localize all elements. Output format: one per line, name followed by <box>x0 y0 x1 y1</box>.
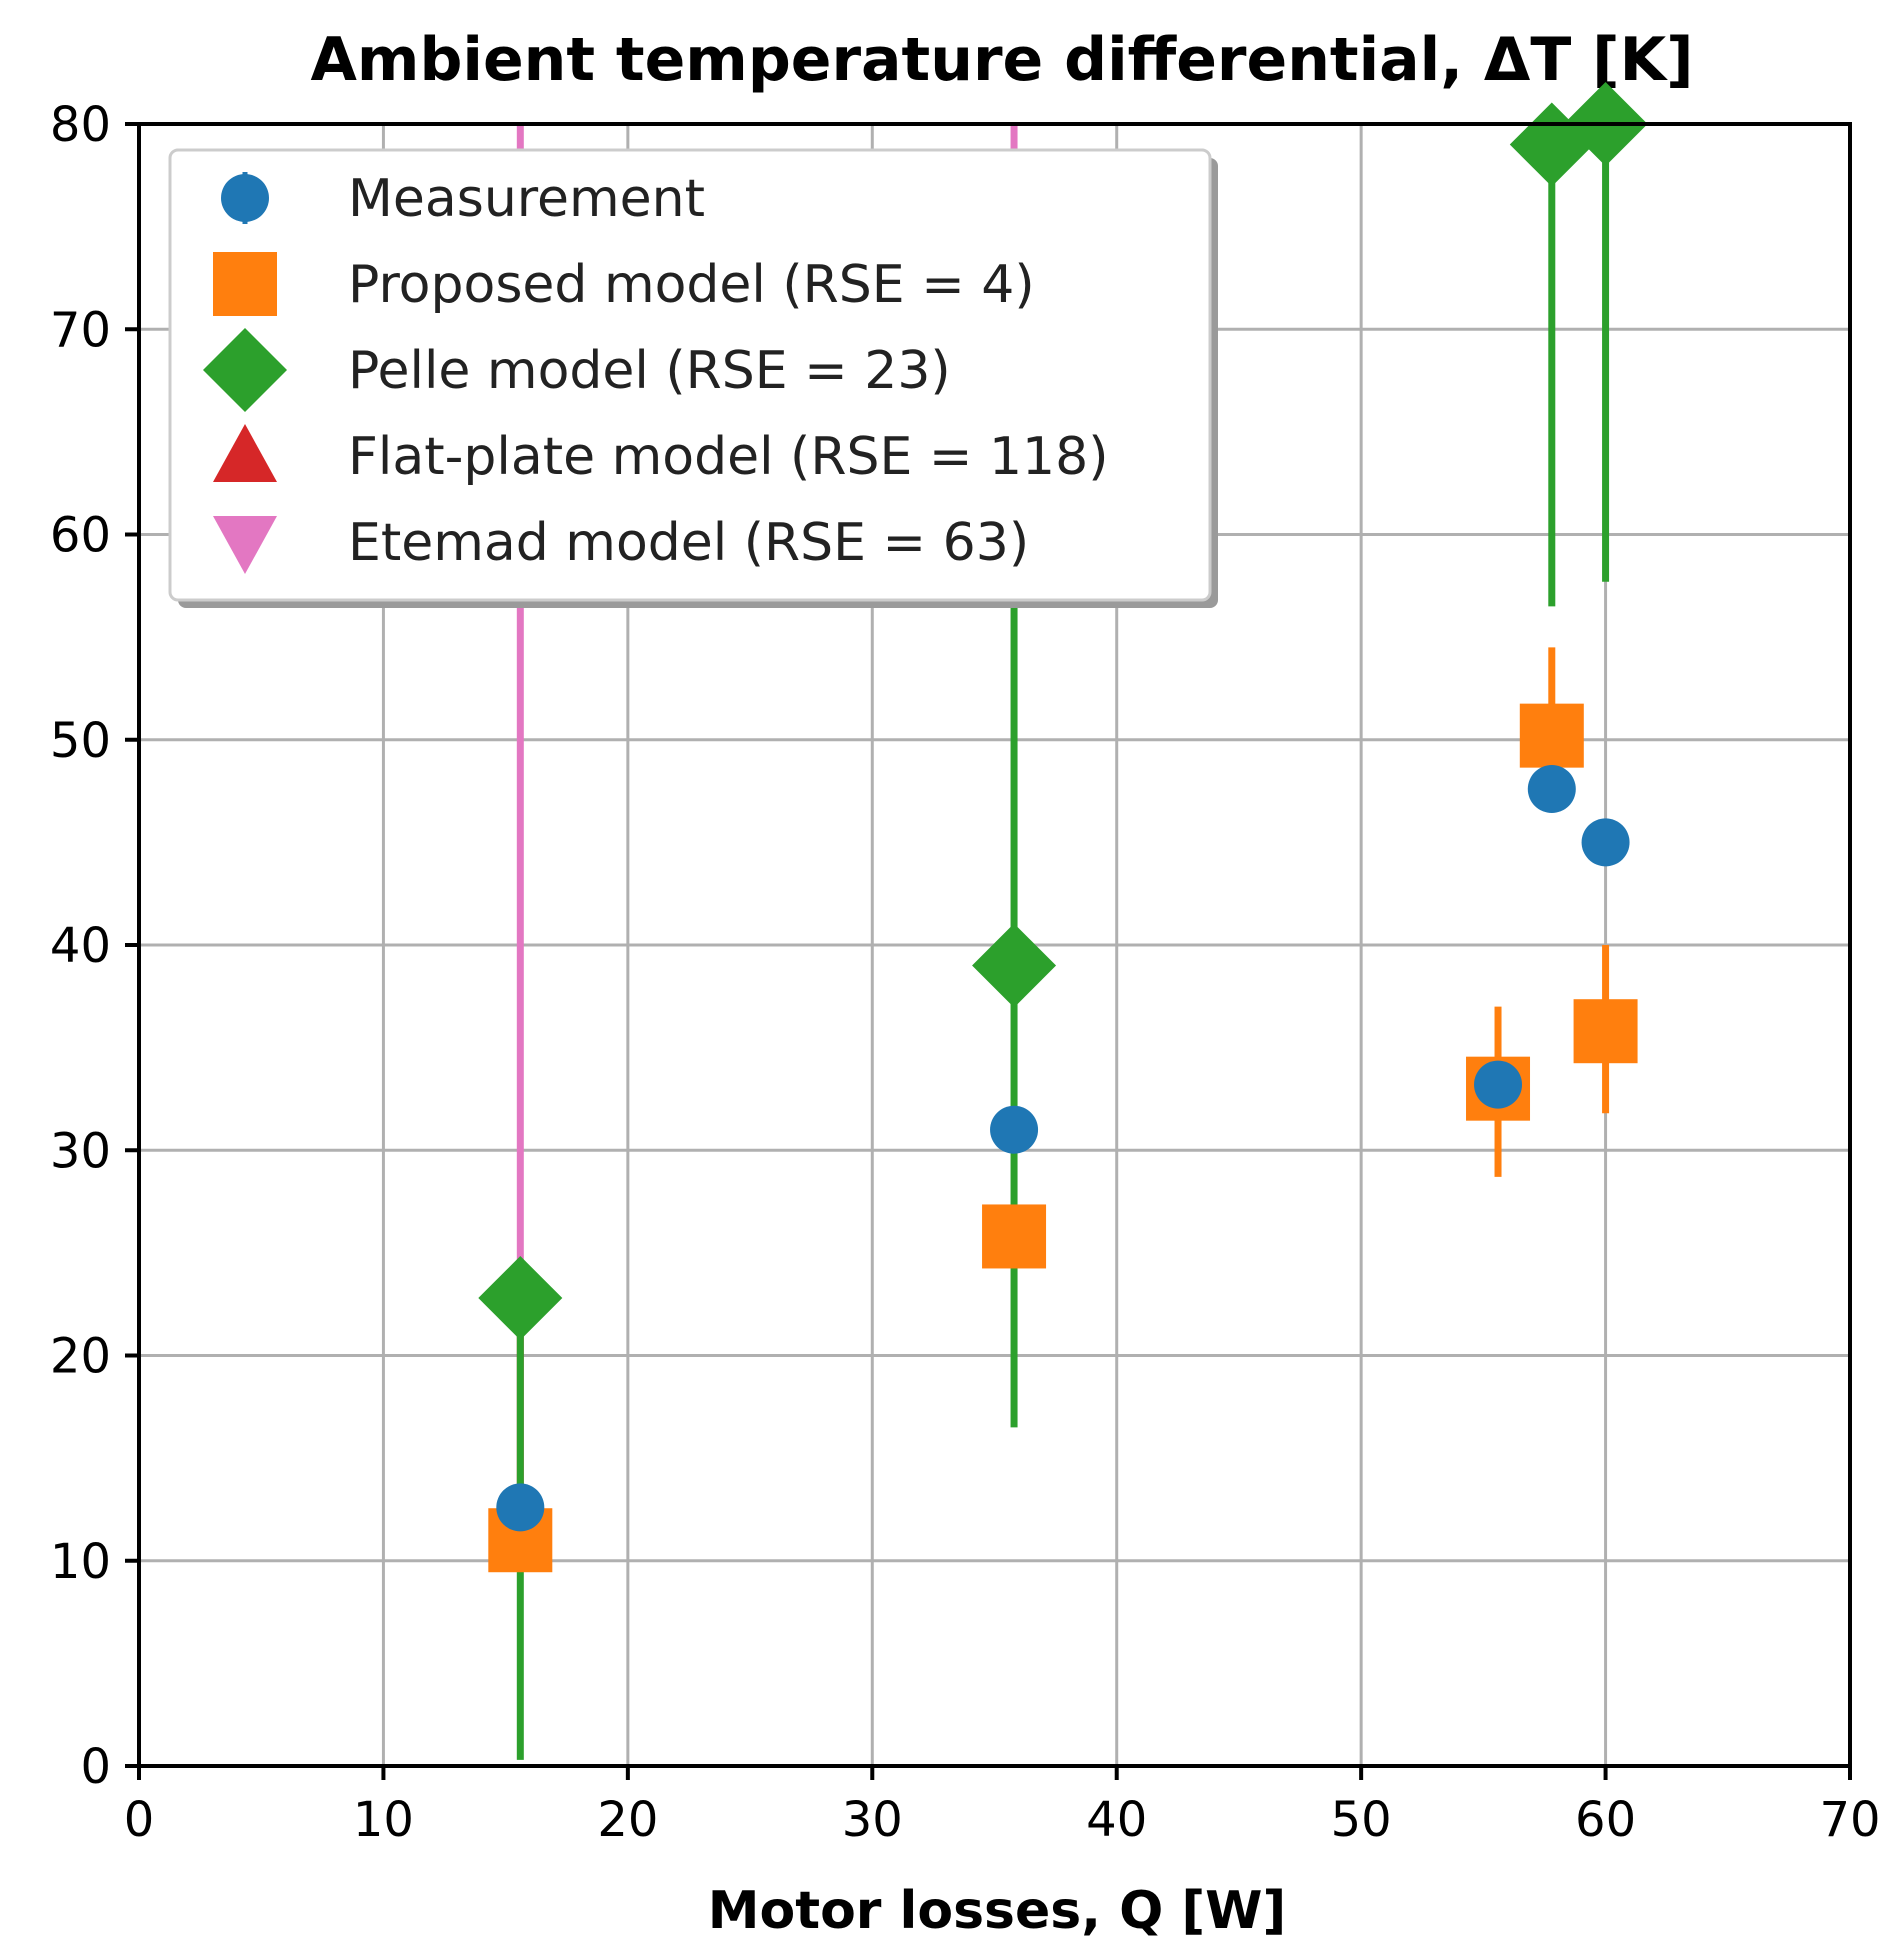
legend-box <box>168 148 1212 602</box>
x-tick-label: 60 <box>1575 1792 1636 1848</box>
legend: Measurement Proposed model (RSE = 4) Pelle… <box>168 148 1218 608</box>
y-tick-label: 20 <box>50 1329 111 1385</box>
x-tick-label: 70 <box>1819 1792 1880 1848</box>
legend-marker-square <box>213 252 277 316</box>
data-point-square <box>1573 999 1638 1064</box>
legend-label: Proposed model (RSE = 4) <box>348 255 1035 315</box>
axis-ticks: 0 10 20 30 40 50 60 70 0 10 20 30 40 50 60 70 80 <box>50 97 1881 1848</box>
data-point-circle <box>1581 818 1630 867</box>
x-tick-label: 20 <box>597 1792 658 1848</box>
y-tick-label: 0 <box>80 1739 111 1795</box>
y-tick-label: 30 <box>50 1123 111 1179</box>
x-tick-label: 50 <box>1331 1792 1392 1848</box>
x-tick-label: 30 <box>842 1792 903 1848</box>
data-point-square <box>982 1204 1047 1269</box>
y-tick-label: 70 <box>50 302 111 358</box>
legend-label: Measurement <box>348 169 705 229</box>
y-tick-label: 80 <box>50 97 111 153</box>
y-tick-label: 60 <box>50 508 111 564</box>
legend-label: Pelle model (RSE = 23) <box>348 341 951 401</box>
legend-label: Etemad model (RSE = 63) <box>348 513 1029 573</box>
data-point-circle <box>1527 765 1576 814</box>
x-tick-label: 40 <box>1086 1792 1147 1848</box>
data-point-circle <box>1474 1060 1523 1109</box>
y-tick-label: 10 <box>50 1534 111 1590</box>
legend-marker-diamond <box>203 328 287 412</box>
data-point-square <box>1519 703 1584 768</box>
data-point-diamond <box>478 1256 563 1341</box>
data-point-circle <box>496 1483 545 1532</box>
data-point-diamond <box>972 923 1057 1008</box>
y-tick-label: 50 <box>50 713 111 769</box>
legend-marker-circle <box>221 174 269 222</box>
data-point-circle <box>990 1105 1039 1154</box>
chart-title: Ambient temperature differential, ΔT [K] <box>310 25 1693 95</box>
legend-marker-triangle-down <box>213 516 277 574</box>
x-tick-label: 10 <box>353 1792 414 1848</box>
y-tick-label: 40 <box>50 918 111 974</box>
x-tick-label: 0 <box>124 1792 155 1848</box>
x-axis-label: Motor losses, Q [W] <box>708 1881 1287 1941</box>
legend-marker-triangle-up <box>213 424 277 482</box>
legend-label: Flat-plate model (RSE = 118) <box>348 427 1109 487</box>
